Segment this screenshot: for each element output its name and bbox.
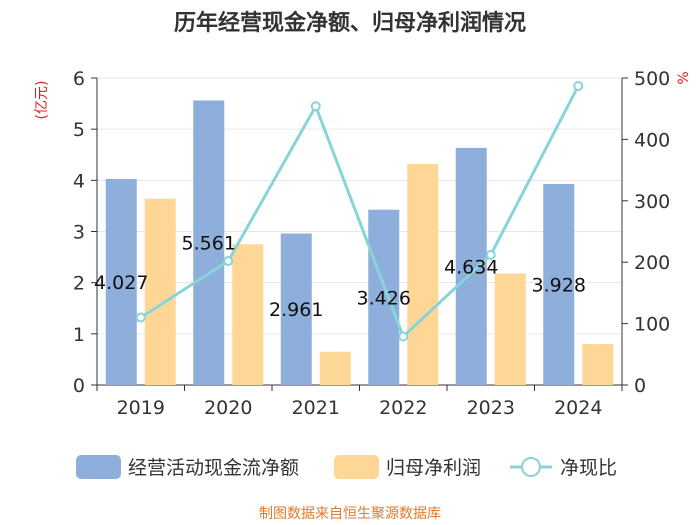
axes: 0 1 2 3 4 5 6 0 100 200 300 400 500 2019 2020 2021 2022 2… (73, 68, 670, 419)
source-note: 制图数据来自恒生聚源数据库 (259, 506, 441, 522)
ratio-line-path (139, 85, 580, 340)
right-axis-unit: % (676, 71, 692, 84)
bar-net-profit (494, 273, 526, 385)
chart-title: 历年经营现金净额、归母净利润情况 (174, 10, 526, 36)
left-tick-label: 4 (73, 170, 85, 192)
x-tick-label: 2024 (554, 397, 602, 419)
bar-operating-cashflow (368, 209, 400, 385)
ratio-point (310, 101, 321, 112)
bar-value-label: 4.634 (444, 256, 498, 278)
bar-net-profit (407, 163, 439, 385)
right-tick-label: 300 (634, 191, 670, 213)
legend-label-ratio: 净现比 (560, 457, 617, 479)
legend-label-operating-cashflow: 经营活动现金流净额 (128, 457, 299, 479)
ratio-point (398, 331, 409, 342)
bar-value-label: 4.027 (94, 272, 148, 294)
bar-value-label: 3.426 (357, 287, 411, 309)
left-tick-label: 3 (73, 222, 85, 244)
data-labels: 4.027 5.561 2.961 3.426 4.634 3.928 (94, 233, 586, 322)
bar-operating-cashflow (193, 100, 225, 386)
bar-operating-cashflow (280, 233, 312, 385)
bar-net-profit (232, 244, 264, 385)
bars (105, 100, 614, 386)
legend-swatch-net-profit (334, 455, 379, 479)
bar-net-profit (582, 344, 614, 385)
left-tick-label: 5 (73, 119, 85, 141)
bar-net-profit (144, 198, 176, 385)
x-tick-label: 2022 (379, 397, 427, 419)
right-tick-label: 100 (634, 314, 670, 336)
legend-swatch-operating-cashflow (76, 455, 121, 479)
bar-operating-cashflow (455, 147, 487, 385)
x-tick-label: 2020 (204, 397, 252, 419)
legend: 经营活动现金流净额 归母净利润 净现比 (76, 455, 617, 479)
ratio-point (135, 312, 146, 323)
legend-swatch-ratio-marker (521, 457, 541, 477)
left-tick-label: 0 (73, 375, 85, 397)
right-tick-label: 200 (634, 252, 670, 274)
legend-label-net-profit: 归母净利润 (386, 457, 481, 479)
bar-operating-cashflow (105, 178, 137, 385)
ratio-point (485, 249, 496, 260)
bar-operating-cashflow (543, 184, 575, 385)
bar-value-label: 2.961 (269, 299, 323, 321)
x-tick-label: 2023 (467, 397, 515, 419)
ratio-point (223, 255, 234, 266)
ratio-line (135, 80, 584, 342)
x-tick-label: 2019 (117, 397, 165, 419)
bar-net-profit (319, 351, 351, 385)
left-tick-label: 6 (73, 68, 85, 90)
right-tick-label: 500 (634, 68, 670, 90)
right-tick-label: 0 (634, 375, 646, 397)
bar-value-label: 3.928 (532, 275, 586, 297)
left-tick-label: 1 (73, 324, 85, 346)
x-tick-label: 2021 (292, 397, 340, 419)
left-axis-unit: (亿元) (34, 81, 50, 120)
left-tick-label: 2 (73, 273, 85, 295)
ratio-point (573, 80, 584, 91)
bar-value-label: 5.561 (182, 233, 236, 255)
gridlines (97, 77, 622, 335)
right-tick-label: 400 (634, 129, 670, 151)
